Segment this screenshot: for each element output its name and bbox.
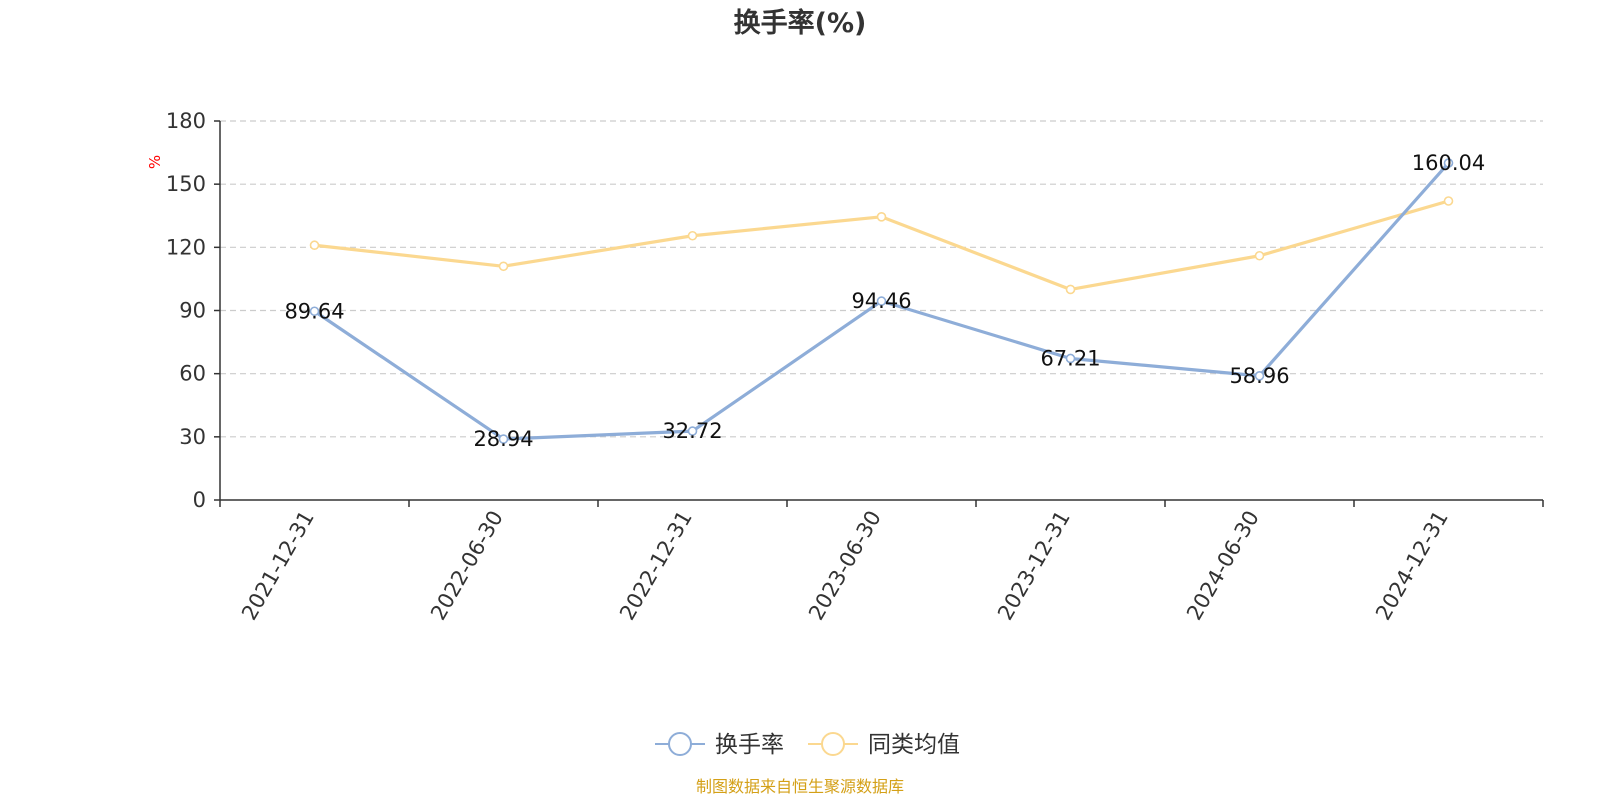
y-tick-label: 150 [166,172,206,196]
data-point [309,240,320,251]
data-point [498,434,509,444]
series-layer [309,158,1454,444]
x-tick-label: 2022-12-31 [615,507,697,625]
y-tick-label: 90 [179,299,206,323]
legend-label: 同类均值 [868,732,960,758]
chart-title: 换手率(%) [734,7,867,39]
y-tick-label: 0 [193,488,206,512]
x-tick-label: 2024-12-31 [1371,507,1453,625]
legend-item: 换手率 [655,732,784,758]
data-label: 94.46 [851,289,911,313]
data-label: 32.72 [662,419,722,443]
data-label-layer: 89.64 28.94 32.72 94.46 67.21 58.96 160.04 [284,151,1485,451]
axis-layer: 0 30 60 90 120 150 180 2021-12-31 2022-06-30 2022… [166,109,1544,625]
legend-marker [668,732,692,756]
legend-item: 同类均值 [808,732,960,758]
data-label: 67.21 [1040,346,1100,370]
x-tick-label: 2024-06-30 [1182,507,1264,625]
data-point [687,426,698,436]
data-point [498,261,509,272]
x-tick-label: 2021-12-31 [237,507,319,625]
legend-marker [821,732,845,756]
data-point [309,306,320,317]
data-point [1443,196,1454,206]
x-tick-label: 2023-12-31 [993,507,1075,625]
y-tick-label: 120 [166,235,206,259]
x-tick-label: 2022-06-30 [426,507,508,625]
y-tick-label: 180 [166,109,206,133]
grid-layer [220,120,1543,438]
y-axis-label: % [146,155,164,169]
legend: 换手率 同类均值 [655,732,960,758]
source-note: 制图数据来自恒生聚源数据库 [696,777,904,796]
data-point [687,230,698,241]
data-point [1443,158,1454,168]
data-point [1065,284,1076,295]
data-point [876,212,887,222]
data-point [1065,353,1076,364]
data-label: 28.94 [473,427,533,451]
data-point [876,296,887,306]
data-point [1254,250,1265,261]
y-tick-label: 30 [179,425,206,449]
data-point [1254,371,1265,381]
data-label: 89.64 [284,299,344,323]
data-label: 160.04 [1412,151,1485,175]
legend-label: 换手率 [715,732,784,758]
y-tick-label: 60 [179,362,206,386]
x-tick-label: 2023-06-30 [804,507,886,625]
data-label: 58.96 [1229,364,1289,388]
